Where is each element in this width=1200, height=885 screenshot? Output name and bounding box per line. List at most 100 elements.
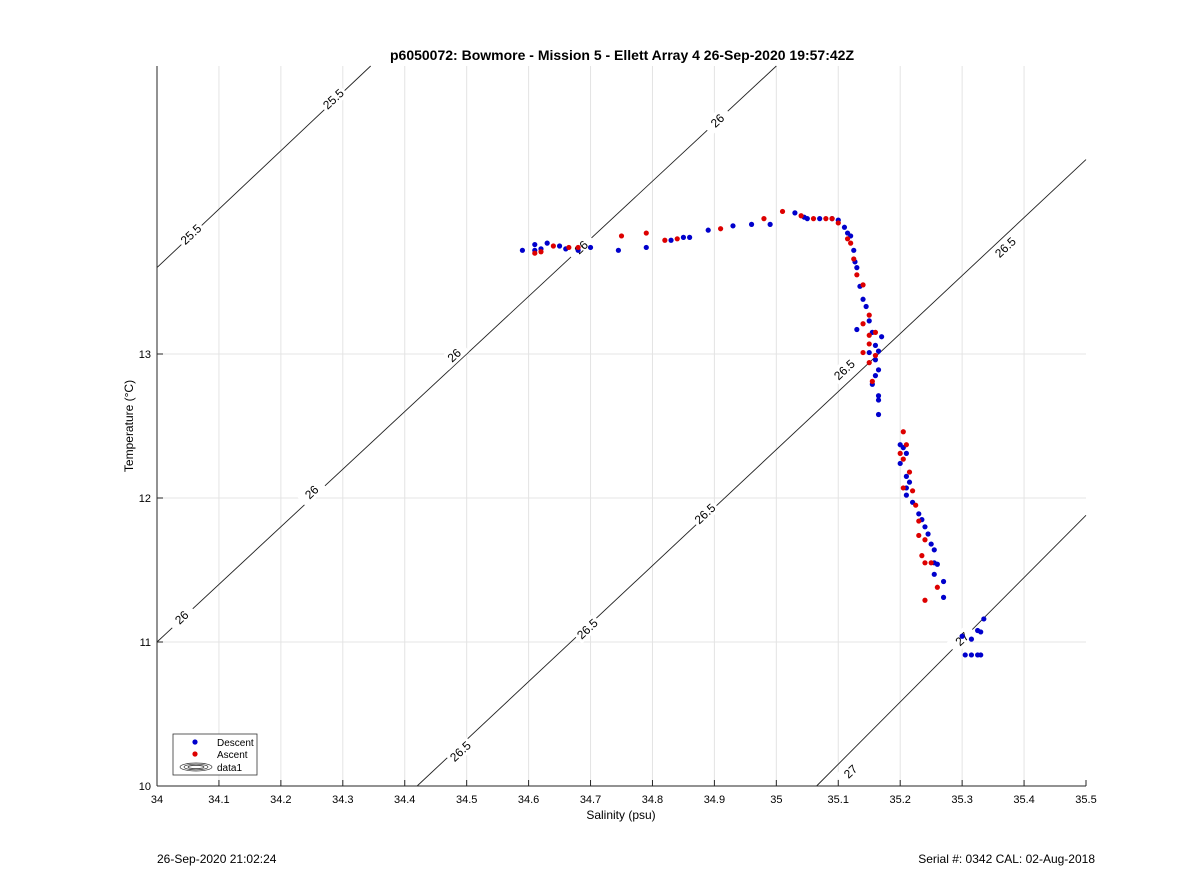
descent-point [903,450,909,456]
descent-point [748,221,755,227]
ascent-point [909,488,916,494]
x-tick-label: 34.3 [332,794,353,806]
ascent-point [900,485,906,491]
y-tick-label: 12 [139,493,151,505]
ascent-point [872,329,879,335]
ascent-point [798,213,804,219]
y-tick-label: 10 [139,781,151,793]
x-tick-label: 34.8 [642,794,663,806]
descent-point [705,227,711,233]
ascent-point [662,237,668,243]
descent-point [875,348,882,354]
contour-label-bg [166,602,197,633]
descent-point [962,652,968,658]
ascent-point [810,216,817,222]
isopycnal-line [416,159,1087,787]
ascent-point [913,502,919,508]
descent-point [866,318,872,324]
ascent-point [916,518,922,524]
descent-point [860,296,866,302]
descent-point [879,334,885,340]
descent-point [817,216,823,222]
contour-label-bg [689,498,721,529]
ascent-point [550,243,556,249]
descent-point [916,511,922,517]
x-tick-label: 35.5 [1075,794,1096,806]
contour-label-bg [834,756,866,787]
contour-label-bg [444,736,476,767]
ascent-point [761,216,767,222]
descent-point [903,473,909,479]
ascent-point [872,352,879,359]
serial-cal-footer: Serial #: 0342 CAL: 02-Aug-2018 [918,852,1095,866]
x-tick-label: 35.2 [889,794,910,806]
legend-label: Descent [217,738,254,749]
ascent-point [916,532,922,539]
contour-label-bg [828,354,860,385]
descent-point [804,216,810,222]
ascent-point [928,560,934,566]
descent-point [792,210,798,216]
descent-point [587,244,594,251]
descent-point [875,393,882,399]
ascent-point [538,249,544,255]
descent-point [680,234,687,240]
ascent-point [779,208,786,215]
ascent-point [860,349,866,356]
legend-box [172,733,258,776]
ascent-point [575,244,581,251]
legend-ascent-marker [192,751,198,757]
descent-point [668,237,674,243]
ascent-point [854,272,860,278]
ascent-point [851,256,857,262]
descent-point [615,247,622,253]
descent-point [906,479,913,485]
x-tick-label: 34.4 [394,794,415,806]
descent-point [643,244,649,251]
legend-contour-icon [187,765,205,769]
contour-label-bg [565,232,597,263]
descent-point [968,636,975,642]
descent-point [519,247,526,253]
contour-label-bg [701,105,733,136]
ascent-point [823,216,829,222]
ascent-point [906,469,913,475]
descent-point [931,547,937,553]
isopycnal-line [816,514,1087,787]
ascent-point [922,597,928,603]
contour-label-bg [571,613,603,644]
y-tick-label: 13 [139,349,151,361]
descent-point [556,243,563,249]
descent-point [931,571,937,577]
descent-point [544,240,550,246]
descent-point [851,247,857,253]
ascent-point [835,220,841,226]
ascent-point [866,341,872,347]
descent-point [959,633,965,639]
descent-point [897,460,903,467]
descent-point [872,342,879,348]
ascent-point [900,456,906,462]
x-tick-label: 34.6 [518,794,539,806]
y-axis-label: Temperature (°C) [122,380,136,472]
ascent-point [643,230,649,236]
descent-point [875,397,882,403]
descent-point [730,223,736,229]
descent-point [922,524,928,530]
descent-point [978,629,984,635]
contour-label-bg [989,232,1021,263]
ascent-point [900,429,906,435]
ascent-point [922,560,928,566]
descent-point [854,265,860,271]
timestamp-footer: 26-Sep-2020 21:02:24 [157,852,277,866]
x-tick-label: 34.1 [208,794,229,806]
x-tick-label: 34.7 [580,794,601,806]
x-tick-label: 34.2 [270,794,291,806]
ascent-point [532,250,538,256]
descent-point [978,652,984,658]
ascent-point [717,226,724,232]
descent-point [854,326,860,333]
data-points [519,208,987,658]
descent-point [934,561,940,567]
